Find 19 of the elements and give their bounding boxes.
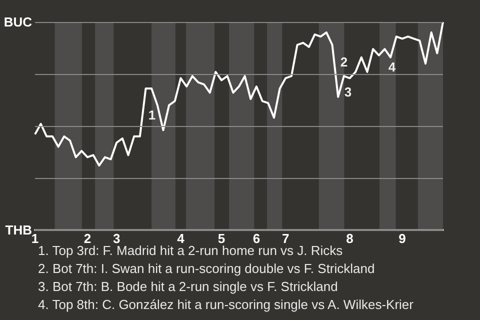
annotation: 2 bbox=[340, 54, 348, 70]
text: 3. Bot 7th: B. Bode hit a 2-run single vs F. Strickland bbox=[38, 279, 338, 294]
x-tick-label: 6 bbox=[252, 231, 260, 246]
x-tick-label: 4 bbox=[177, 231, 186, 246]
x-tick-label: 3 bbox=[112, 231, 120, 246]
x-tick-label: 2 bbox=[84, 231, 92, 246]
annotation: 3 bbox=[344, 84, 352, 100]
text: 1. Top 3rd: F. Madrid hit a 2-run home run vs J. Ricks bbox=[38, 243, 344, 258]
x-tick-label: 7 bbox=[282, 231, 290, 246]
x-tick-label: 8 bbox=[346, 231, 354, 246]
annotation: 1 bbox=[148, 108, 156, 122]
x-tick-label: 9 bbox=[398, 231, 406, 246]
text: 4. Top 8th: C. González hit a run-scoring single vs A. Wilkes-Krier bbox=[38, 297, 414, 312]
x-tick-label: 5 bbox=[218, 231, 226, 246]
x-tick-label: 1 bbox=[31, 231, 39, 246]
annotation: 4 bbox=[388, 60, 396, 74]
ref-line-label: BUC bbox=[4, 14, 33, 30]
ref-line-label: THB bbox=[5, 222, 32, 238]
text: 2. Bot 7th: I. Swan hit a run-scoring double vs F. Strickland bbox=[38, 261, 375, 276]
